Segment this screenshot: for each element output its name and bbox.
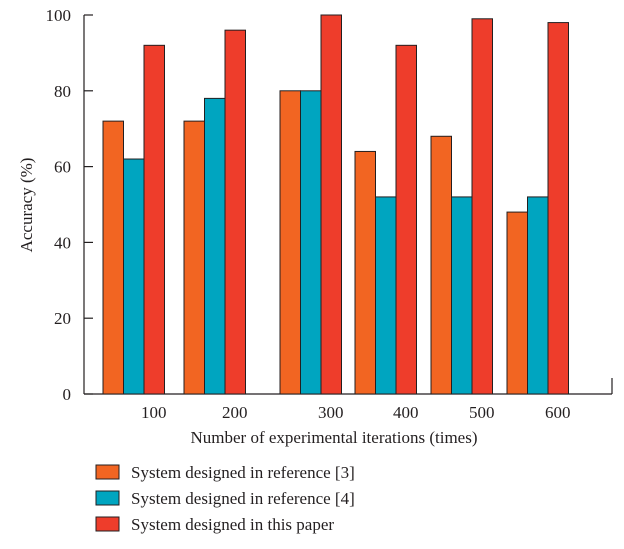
bar-300-series-3 — [320, 14, 342, 395]
y-tick-label: 60 — [54, 158, 71, 177]
legend-swatch-series-2 — [95, 490, 120, 506]
y-ticks: 0 20 40 60 80 100 — [46, 6, 93, 404]
x-tick-label: 200 — [222, 403, 248, 422]
bar-600-series-3 — [547, 22, 569, 395]
bar-100-series-1 — [102, 120, 124, 395]
bar-600-series-2 — [527, 196, 549, 395]
legend-label-series-2: System designed in reference [4] — [131, 489, 355, 508]
bar-100-series-2 — [123, 158, 145, 395]
bar-600-series-1 — [506, 211, 528, 395]
bar-500-series-1 — [430, 135, 452, 395]
x-tick-label: 100 — [141, 403, 167, 422]
bar-500-series-3 — [471, 18, 493, 395]
y-tick-label: 0 — [63, 385, 72, 404]
x-ticks: 100 200 300 400 500 600 — [141, 403, 571, 422]
y-tick-label: 80 — [54, 82, 71, 101]
x-axis-label: Number of experimental iterations (times… — [190, 428, 477, 447]
x-tick-label: 300 — [318, 403, 344, 422]
x-tick-label: 500 — [469, 403, 495, 422]
legend-swatch-series-3 — [95, 516, 120, 532]
x-axis: 100 200 300 400 500 600 — [84, 378, 613, 422]
legend-label-series-1: System designed in reference [3] — [131, 463, 355, 482]
bar-300-series-1 — [279, 90, 301, 395]
x-tick-label: 400 — [393, 403, 419, 422]
y-tick-label: 40 — [54, 233, 71, 252]
bar-400-series-3 — [395, 44, 417, 395]
bar-500-series-2 — [451, 196, 473, 395]
y-tick-label: 20 — [54, 309, 71, 328]
bar-200-series-1 — [183, 120, 205, 395]
legend: System designed in reference [3] System d… — [95, 463, 355, 534]
bar-200-series-2 — [204, 97, 226, 395]
x-tick-label: 600 — [545, 403, 571, 422]
bar-400-series-1 — [354, 150, 376, 395]
bar-100-series-3 — [143, 44, 165, 395]
y-axis: 0 20 40 60 80 100 — [46, 6, 93, 404]
legend-swatch-series-1 — [95, 464, 120, 480]
bar-200-series-3 — [224, 29, 246, 395]
bar-300-series-2 — [300, 90, 322, 395]
y-tick-label: 100 — [46, 6, 72, 25]
bar-400-series-2 — [375, 196, 397, 395]
bars — [102, 14, 569, 395]
y-axis-label: Accuracy (%) — [17, 158, 36, 253]
legend-label-series-3: System designed in this paper — [131, 515, 334, 534]
